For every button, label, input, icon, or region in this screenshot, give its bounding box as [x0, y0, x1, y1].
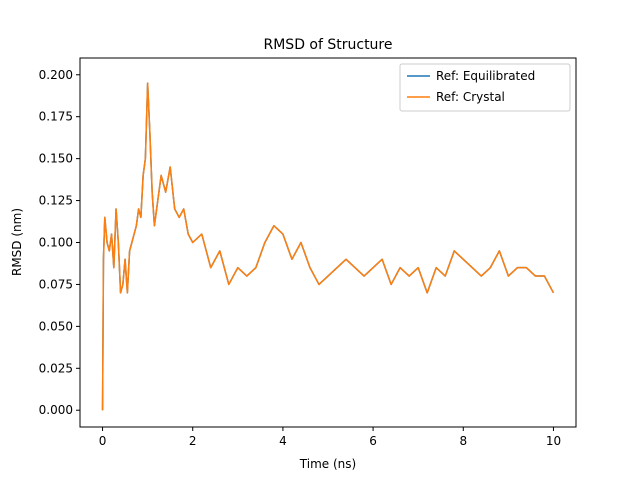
x-tick-label: 10 — [546, 434, 561, 448]
x-tick-label: 0 — [99, 434, 107, 448]
y-tick-label: 0.200 — [39, 68, 73, 82]
y-tick-label: 0.175 — [39, 110, 73, 124]
y-tick-label: 0.125 — [39, 194, 73, 208]
y-axis-label: RMSD (nm) — [10, 208, 24, 276]
legend: Ref: Equilibrated Ref: Crystal — [399, 63, 571, 112]
x-tick-label: 6 — [369, 434, 377, 448]
y-tick-label: 0.050 — [39, 319, 73, 333]
x-tick-label: 2 — [189, 434, 197, 448]
y-tick-label: 0.150 — [39, 152, 73, 166]
y-axis: 0.000 0.025 0.050 0.075 0.100 0.125 0.150 0.175… — [39, 68, 80, 417]
y-tick-label: 0.000 — [39, 403, 73, 417]
y-tick-label: 0.100 — [39, 236, 73, 250]
x-axis-label: Time (ns) — [299, 457, 356, 471]
x-tick-label: 8 — [459, 434, 467, 448]
y-tick-label: 0.025 — [39, 361, 73, 375]
series-line-crystal — [101, 82, 555, 411]
legend-label-crystal: Ref: Crystal — [436, 90, 505, 104]
x-axis: 0 2 4 6 8 10 — [99, 427, 561, 448]
x-tick-label: 4 — [279, 434, 287, 448]
chart-title: RMSD of Structure — [264, 37, 393, 53]
y-tick-label: 0.075 — [39, 277, 73, 291]
series-layer — [101, 82, 555, 411]
legend-label-equilibrated: Ref: Equilibrated — [436, 69, 535, 83]
legend-box — [399, 63, 571, 112]
